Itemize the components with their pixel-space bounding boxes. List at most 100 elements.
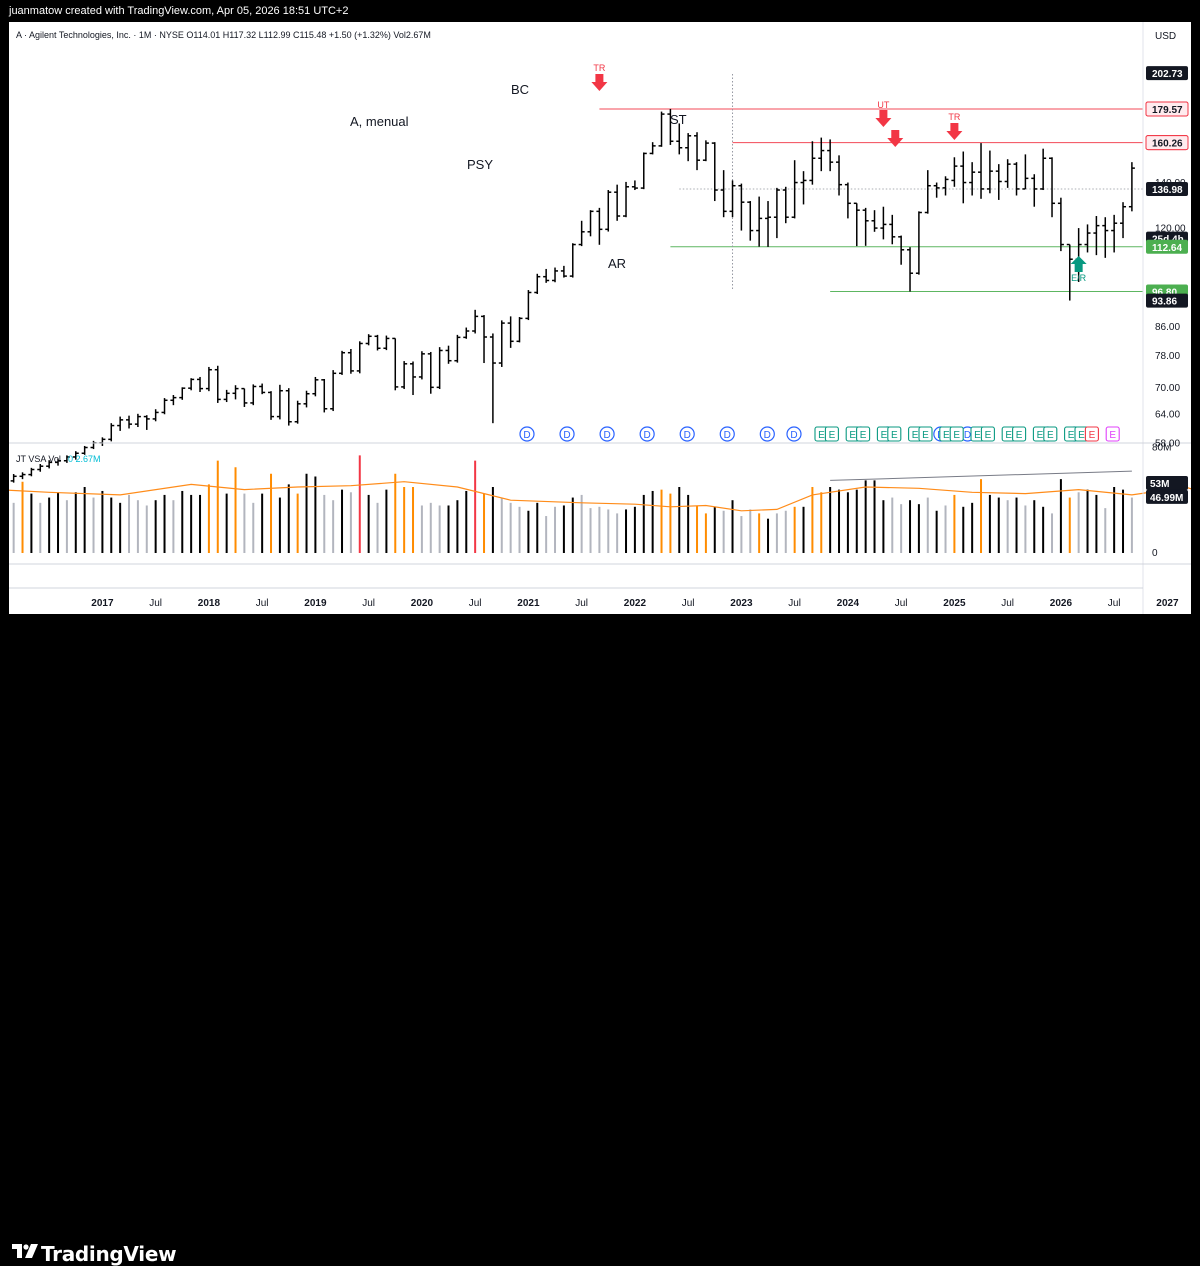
earnings-marker[interactable]: E [856, 426, 871, 442]
earnings-marker-label: E [974, 430, 981, 441]
earnings-marker[interactable]: E [949, 426, 964, 442]
ohlc-bar [791, 160, 798, 219]
dividend-marker[interactable]: D [679, 426, 695, 442]
ohlc-bar [401, 361, 408, 390]
ohlc-bar [738, 183, 745, 231]
time-axis-label: 2017 [91, 598, 114, 609]
price-tick-label: 64.00 [1155, 409, 1180, 420]
ohlc-bar [578, 220, 585, 247]
earnings-marker-label: E [912, 430, 919, 441]
er-label: E/R [1071, 273, 1087, 283]
earnings-marker[interactable]: E [1074, 426, 1089, 442]
ohlc-bar [463, 327, 470, 339]
ohlc-bar [241, 387, 248, 407]
price-badge: 112.64 [1146, 239, 1188, 254]
ohlc-bar [108, 423, 115, 442]
time-axis-label: Jul [575, 598, 588, 609]
earnings-marker-label: E [922, 430, 929, 441]
price-badge-label: 160.26 [1152, 139, 1183, 150]
ohlc-bar [711, 142, 718, 202]
earnings-marker-box [1012, 426, 1027, 442]
ohlc-bar [37, 464, 44, 472]
price-badge: 93.86 [1146, 293, 1188, 308]
ohlc-bar [569, 243, 576, 278]
earnings-marker[interactable]: E [980, 426, 995, 442]
earnings-marker[interactable]: E [1105, 426, 1120, 442]
price-badge-box [1146, 293, 1188, 308]
dividend-marker-circle [519, 426, 535, 442]
earnings-marker[interactable]: E [918, 426, 933, 442]
ohlc-bar [312, 376, 319, 397]
price-badge-box [1146, 239, 1188, 254]
price-badge-label: 202.73 [1152, 69, 1183, 80]
price-chart[interactable]: DDDDDDDDDDDDDDEEEEEEEEEEEEEEEEEEEE TRUTT… [0, 22, 1200, 614]
time-axis-label: Jul [469, 598, 482, 609]
earnings-marker-label: E [849, 430, 856, 441]
ohlc-bar [623, 181, 630, 218]
earnings-marker[interactable]: E [1043, 426, 1058, 442]
ohlc-bar [134, 413, 141, 428]
ohlc-bar [250, 384, 257, 406]
price-badge-label: 93.86 [1152, 297, 1177, 308]
ohlc-bar [214, 365, 221, 403]
ohlc-bar [552, 267, 559, 283]
ohlc-bar [667, 108, 674, 145]
ohlc-bar [880, 206, 887, 240]
earnings-marker-box [887, 426, 902, 442]
annotations: TR UT TR E/R A, menual BC PSY ST AR [350, 63, 1087, 283]
ohlc-bar [800, 171, 807, 205]
watermark-header: juanmatow created with TradingView.com, … [0, 0, 1200, 22]
price-tick-label: 70.00 [1155, 383, 1180, 394]
price-badge-label: 96.80 [1152, 288, 1177, 299]
dividend-marker[interactable]: D [759, 426, 775, 442]
ohlc-bar [55, 458, 62, 466]
ohlc-bar [614, 184, 621, 221]
time-axis-label: 2022 [624, 598, 647, 609]
event-markers[interactable]: DDDDDDDDDDDDDDEEEEEEEEEEEEEEEEEEEE [519, 426, 1120, 442]
dividend-marker-circle [679, 426, 695, 442]
price-badge: 160.26 [1145, 135, 1189, 151]
earnings-marker-label: E [891, 430, 898, 441]
dividend-marker[interactable]: D [519, 426, 535, 442]
dividend-marker-circle [639, 426, 655, 442]
down-arrow-icon [591, 74, 608, 91]
ohlc-bar [978, 143, 985, 199]
earnings-marker-label: E [1047, 430, 1054, 441]
earnings-marker-box [824, 426, 839, 442]
dividend-marker[interactable]: D [719, 426, 735, 442]
volume-indicator-name: JT VSA Vol [16, 454, 61, 464]
earnings-marker[interactable]: E [1012, 426, 1027, 442]
price-tick-label: 120.00 [1155, 224, 1186, 235]
brand-name: TradingView [41, 1242, 177, 1266]
earnings-marker-label: E [1037, 430, 1044, 441]
volume-indicator-values: 0 2.67M [68, 454, 101, 464]
ohlc-bar [889, 214, 896, 245]
dividend-marker[interactable]: D [786, 426, 802, 442]
earnings-marker[interactable]: E [887, 426, 902, 442]
ohlc-bar [392, 337, 399, 391]
ohlc-bar [339, 350, 346, 375]
ohlc-bar [507, 316, 514, 348]
earnings-marker[interactable]: E [824, 426, 839, 442]
ohlc-bar [330, 370, 337, 412]
ohlc-bar [223, 389, 230, 403]
earnings-marker-box [918, 426, 933, 442]
dividend-marker[interactable]: D [559, 426, 575, 442]
ohlc-bar [836, 155, 843, 196]
price-badge-fill [1145, 101, 1189, 117]
price-badge-label: 112.64 [1152, 243, 1182, 254]
ohlc-bar [294, 400, 301, 424]
time-axis-label: 2021 [517, 598, 540, 609]
ohlc-bar [188, 378, 195, 391]
dividend-marker[interactable]: D [639, 426, 655, 442]
price-badge-label: 136.98 [1152, 185, 1183, 196]
chart-frame[interactable]: DDDDDDDDDDDDDDEEEEEEEEEEEEEEEEEEEE TRUTT… [0, 22, 1200, 614]
ohlc-bar [969, 162, 976, 196]
time-axis-label: Jul [256, 598, 269, 609]
volume-pane [0, 455, 1200, 553]
earnings-marker[interactable]: E [1084, 426, 1099, 442]
dividend-marker-circle [719, 426, 735, 442]
dividend-marker[interactable]: D [599, 426, 615, 442]
price-tick-label: 86.00 [1155, 322, 1180, 333]
time-axis-label: 2020 [411, 598, 434, 609]
